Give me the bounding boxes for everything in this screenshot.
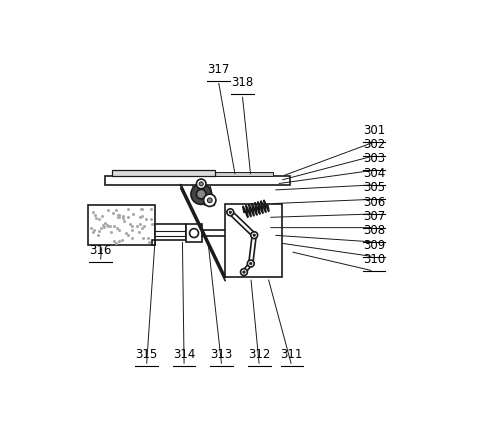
- Text: 305: 305: [363, 181, 385, 194]
- Text: 317: 317: [207, 63, 229, 75]
- Text: 318: 318: [231, 76, 253, 89]
- Text: 302: 302: [363, 138, 385, 151]
- Circle shape: [250, 262, 252, 265]
- Text: 309: 309: [363, 238, 385, 252]
- Circle shape: [196, 179, 206, 189]
- Text: 316: 316: [89, 244, 112, 257]
- Text: 308: 308: [363, 224, 385, 237]
- Text: 312: 312: [248, 348, 271, 361]
- Bar: [186, 224, 202, 242]
- Bar: [155, 224, 186, 240]
- Circle shape: [241, 269, 247, 275]
- Circle shape: [251, 232, 258, 238]
- Polygon shape: [249, 235, 256, 264]
- Circle shape: [243, 271, 245, 273]
- Circle shape: [190, 229, 198, 238]
- Text: 301: 301: [363, 124, 385, 137]
- Bar: [88, 206, 155, 245]
- Circle shape: [229, 211, 231, 214]
- Bar: [122, 172, 273, 176]
- Polygon shape: [243, 262, 252, 273]
- Text: 304: 304: [363, 167, 385, 180]
- Text: 303: 303: [363, 152, 385, 165]
- Circle shape: [208, 198, 212, 202]
- Bar: [105, 176, 290, 185]
- Text: 314: 314: [173, 348, 195, 361]
- Circle shape: [204, 194, 216, 206]
- Bar: [112, 170, 215, 176]
- Circle shape: [196, 189, 206, 199]
- Text: 306: 306: [363, 196, 385, 209]
- Bar: [152, 240, 155, 245]
- Text: 311: 311: [280, 348, 303, 361]
- Text: 307: 307: [363, 210, 385, 222]
- Text: 310: 310: [363, 253, 385, 266]
- Circle shape: [191, 184, 211, 204]
- Circle shape: [199, 182, 203, 186]
- Circle shape: [227, 209, 234, 216]
- Text: 315: 315: [136, 348, 157, 361]
- Polygon shape: [229, 211, 256, 237]
- Text: 313: 313: [210, 348, 233, 361]
- Bar: [225, 204, 281, 277]
- Circle shape: [247, 260, 254, 267]
- Circle shape: [253, 234, 256, 236]
